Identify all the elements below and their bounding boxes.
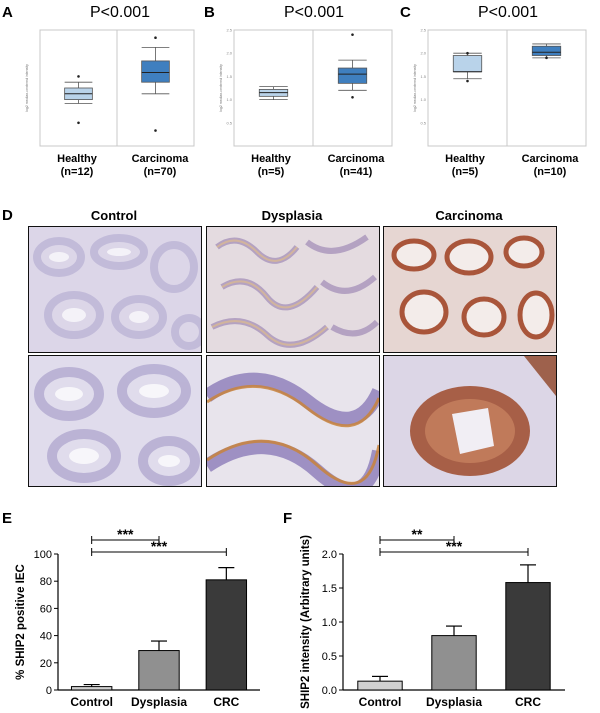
panel-label-e: E	[2, 510, 13, 527]
group-label-c-healthy: Healthy (n=5)	[445, 153, 485, 178]
group-label-a-healthy: Healthy (n=12)	[57, 153, 97, 178]
y-axis-label: SHIP2 intensity (Arbitrary units)	[300, 535, 312, 709]
tissue-image	[384, 227, 556, 352]
outlier-point	[154, 129, 157, 132]
x-tick-label: CRC	[213, 695, 239, 709]
panel-label-d: D	[2, 207, 13, 224]
box	[452, 55, 483, 73]
y-tick-label: 1.5	[322, 583, 337, 595]
box-plot-a: log2 median-centered intensity	[25, 29, 195, 147]
x-tick-label: Control	[359, 695, 402, 709]
group-label-a-carcinoma: Carcinoma (n=70)	[131, 153, 189, 178]
micrograph-control-high	[28, 355, 202, 487]
y-tick-label: 1.0	[322, 617, 337, 629]
y-axis-label: log2 median-centered intensity	[25, 64, 29, 112]
outlier-point	[351, 33, 354, 36]
bar-chart-e: 0 20 40 60 80 100 % SHIP2 positive IEC Control D…	[15, 526, 260, 709]
tissue-image	[29, 356, 201, 486]
tissue-image	[207, 227, 379, 352]
y-tick-label: 2.5	[226, 28, 232, 33]
outlier-point	[466, 51, 469, 55]
significance-label: **	[412, 526, 423, 542]
x-tick-label: Dysplasia	[426, 695, 482, 709]
bar	[357, 680, 403, 691]
bar	[205, 579, 248, 691]
outlier-point	[154, 36, 157, 40]
panel-label-b: B	[204, 4, 215, 21]
box-plot-c: log2 median-centered intensity 0.5 1.0 1.5 2…	[413, 28, 587, 147]
group-label-b-carcinoma: Carcinoma (n=41)	[327, 153, 385, 178]
micrograph-carcinoma-low	[383, 226, 557, 353]
panel-label-a: A	[2, 4, 13, 21]
x-tick-label: CRC	[515, 695, 541, 709]
micrograph-carcinoma-high	[383, 355, 557, 487]
y-tick-label: 0.5	[226, 120, 232, 125]
significance-label: ***	[446, 538, 463, 554]
p-value-b: P<0.001	[283, 4, 345, 21]
p-value-a: P<0.001	[89, 4, 151, 21]
y-tick-label: 40	[40, 631, 52, 643]
outlier-point	[77, 75, 80, 78]
box-plot-b: log2 median-centered intensity 0.5 1.0 1.5 2…	[219, 28, 393, 147]
y-tick-label: 100	[34, 549, 52, 561]
y-tick-label: 1.5	[420, 74, 426, 79]
y-tick-label: 60	[40, 603, 52, 615]
bar	[431, 635, 477, 691]
y-tick-label: 2.0	[226, 51, 232, 56]
y-tick-label: 1.0	[420, 97, 426, 102]
outlier-point	[351, 95, 354, 99]
column-title-control: Control	[90, 208, 138, 223]
y-axis-label: log2 median-centered intensity	[219, 64, 223, 112]
column-title-dysplasia: Dysplasia	[261, 208, 323, 223]
y-tick-label: 2.0	[322, 549, 337, 561]
significance-label: ***	[117, 526, 134, 542]
y-axis-label: % SHIP2 positive IEC	[15, 564, 27, 680]
micrograph-dysplasia-high	[206, 355, 380, 487]
y-tick-label: 0.5	[322, 651, 337, 663]
y-tick-label: 1.0	[226, 97, 232, 102]
group-label-c-carcinoma: Carcinoma (n=10)	[521, 153, 579, 178]
box	[337, 67, 368, 84]
y-tick-label: 0.5	[420, 120, 426, 125]
p-value-c: P<0.001	[477, 4, 539, 21]
bar-chart-f: 0.0 0.5 1.0 1.5 2.0 SHIP2 intensity (Arbitrar…	[300, 526, 565, 709]
y-tick-label: 0	[46, 685, 52, 697]
group-label-b-healthy: Healthy (n=5)	[251, 153, 291, 178]
column-title-carcinoma: Carcinoma	[435, 208, 503, 223]
bar	[70, 686, 113, 691]
box	[141, 60, 170, 83]
y-tick-label: 80	[40, 576, 52, 588]
panel-label-c: C	[400, 4, 411, 21]
tissue-image	[29, 227, 201, 352]
bar	[505, 582, 551, 691]
outlier-point	[466, 79, 469, 83]
box	[531, 45, 562, 56]
y-tick-label: 2.5	[420, 28, 426, 33]
bar	[138, 650, 180, 691]
x-tick-label: Dysplasia	[131, 695, 187, 709]
tissue-image	[207, 356, 379, 486]
x-tick-label: Control	[70, 695, 113, 709]
micrograph-dysplasia-low	[206, 226, 380, 353]
y-tick-label: 1.5	[226, 74, 232, 79]
panel-label-f: F	[283, 510, 293, 527]
tissue-image	[384, 356, 556, 486]
y-tick-label: 20	[40, 658, 52, 670]
outlier-point	[545, 56, 548, 60]
micrograph-control-low	[28, 226, 202, 353]
y-axis-label: log2 median-centered intensity	[413, 64, 417, 112]
y-tick-label: 0.0	[322, 685, 337, 697]
significance-label: ***	[151, 538, 168, 554]
outlier-point	[77, 121, 80, 125]
y-tick-label: 2.0	[420, 51, 426, 56]
